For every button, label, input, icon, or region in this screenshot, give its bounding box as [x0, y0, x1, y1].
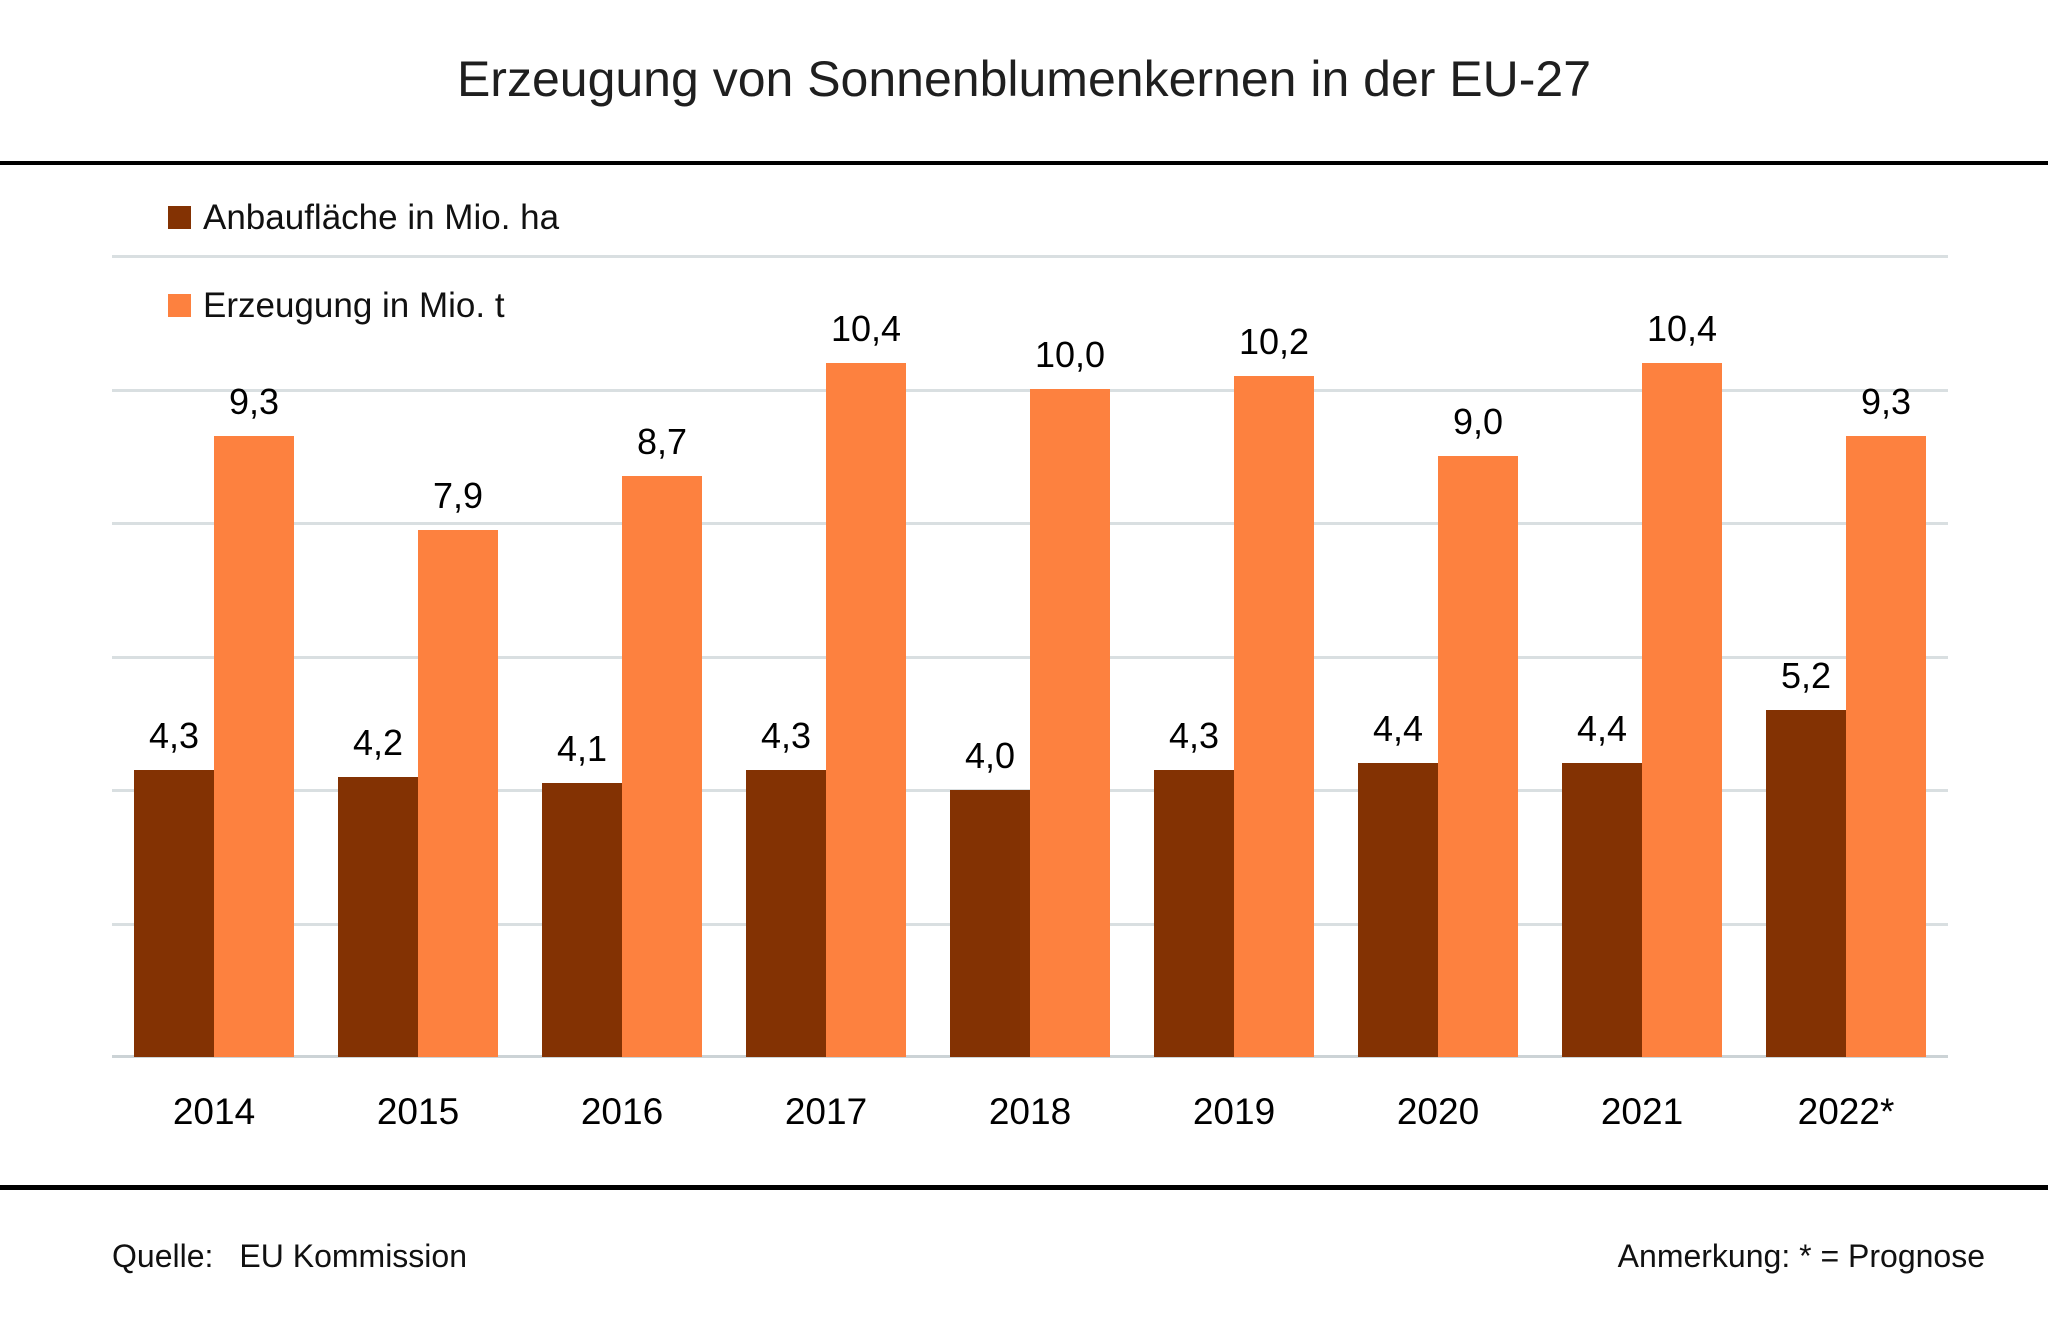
value-label-erzeugung-2017: 10,4 — [830, 308, 902, 349]
value-label-anbauflaeche-2016: 4,1 — [556, 728, 608, 769]
x-axis-label-2018: 2018 — [988, 1091, 1072, 1132]
legend-label-anbauflaeche: Anbaufläche in Mio. ha — [203, 198, 560, 237]
bar-group-2016: 4,1 8,7 — [520, 256, 724, 1057]
bar-anbauflaeche-2014: 4,3 — [134, 718, 214, 1057]
value-label-erzeugung-2019: 10,2 — [1238, 321, 1310, 362]
value-label-erzeugung-2022: 9,3 — [1860, 381, 1912, 422]
bar-group-2014: 4,3 9,3 — [112, 256, 316, 1057]
value-label-erzeugung-2018: 10,0 — [1034, 334, 1106, 375]
bar-group-2018: 4,0 10,0 — [928, 256, 1132, 1057]
legend-swatch-erzeugung — [168, 294, 191, 317]
bar-anbauflaeche-2017: 4,3 — [746, 718, 826, 1057]
value-label-anbauflaeche-2020: 4,4 — [1372, 708, 1424, 749]
value-label-anbauflaeche-2022: 5,2 — [1780, 655, 1832, 696]
bar-erzeugung-2015: 7,9 — [418, 478, 498, 1057]
bar-erzeugung-2019: 10,2 — [1234, 324, 1314, 1057]
value-label-erzeugung-2020: 9,0 — [1452, 401, 1504, 442]
source-label: Quelle: — [112, 1238, 214, 1274]
bar-erzeugung-2016: 8,7 — [622, 424, 702, 1057]
value-label-anbauflaeche-2019: 4,3 — [1168, 715, 1220, 756]
bar-group-2017: 4,3 10,4 — [724, 256, 928, 1057]
legend-swatch-anbauflaeche — [168, 206, 191, 229]
gridline-12 — [112, 255, 1948, 258]
bar-erzeugung-2017: 10,4 — [826, 311, 906, 1057]
x-axis-label-2017: 2017 — [784, 1091, 868, 1132]
legend-item-erzeugung: Erzeugung in Mio. t — [168, 288, 505, 323]
bars-container: 4,3 9,3 4,2 7,9 4,1 8,7 4,3 10,4 4,0 10,0 4,3 10,2 4… — [112, 256, 1948, 1057]
bar-erzeugung-2018: 10,0 — [1030, 337, 1110, 1057]
bar-anbauflaeche-2022: 5,2 — [1766, 658, 1846, 1057]
chart-title: Erzeugung von Sonnenblumenkernen in der … — [456, 51, 1592, 107]
value-label-anbauflaeche-2021: 4,4 — [1576, 708, 1628, 749]
bar-anbauflaeche-2020: 4,4 — [1358, 711, 1438, 1057]
value-label-erzeugung-2015: 7,9 — [432, 475, 484, 516]
annotation-note: Anmerkung: * = Prognose — [1617, 1238, 1985, 1274]
bar-erzeugung-2021: 10,4 — [1642, 311, 1722, 1057]
bar-group-2015: 4,2 7,9 — [316, 256, 520, 1057]
bottom-divider-line — [0, 1185, 2048, 1190]
bar-anbauflaeche-2016: 4,1 — [542, 731, 622, 1057]
bar-group-2022: 5,2 9,3 — [1744, 256, 1948, 1057]
legend-item-anbauflaeche: Anbaufläche in Mio. ha — [168, 200, 559, 235]
bar-erzeugung-2020: 9,0 — [1438, 404, 1518, 1057]
x-axis-label-2020: 2020 — [1396, 1091, 1480, 1132]
bar-anbauflaeche-2018: 4,0 — [950, 738, 1030, 1057]
source-note: Quelle: EU Kommission — [112, 1238, 467, 1275]
bar-group-2021: 4,4 10,4 — [1540, 256, 1744, 1057]
legend-label-erzeugung: Erzeugung in Mio. t — [203, 286, 505, 325]
source-value: EU Kommission — [239, 1238, 467, 1274]
bar-anbauflaeche-2021: 4,4 — [1562, 711, 1642, 1057]
plot-area: 4,3 9,3 4,2 7,9 4,1 8,7 4,3 10,4 4,0 10,0 4,3 10,2 4… — [112, 255, 1948, 1058]
bar-group-2020: 4,4 9,0 — [1336, 256, 1540, 1057]
x-axis-label-2022: 2022* — [1797, 1091, 1895, 1132]
value-label-erzeugung-2016: 8,7 — [636, 421, 688, 462]
x-axis-label-2014: 2014 — [172, 1091, 256, 1132]
top-divider-line — [0, 161, 2048, 165]
x-axis-label-2016: 2016 — [580, 1091, 664, 1132]
bar-group-2019: 4,3 10,2 — [1132, 256, 1336, 1057]
bar-erzeugung-2022: 9,3 — [1846, 384, 1926, 1057]
x-axis-label-2021: 2021 — [1600, 1091, 1684, 1132]
x-axis-labels: 2014 2015 2016 2017 2018 2019 2020 2021 2022* — [112, 1091, 1948, 1133]
value-label-erzeugung-2021: 10,4 — [1646, 308, 1718, 349]
x-axis-label-2019: 2019 — [1192, 1091, 1276, 1132]
bar-anbauflaeche-2019: 4,3 — [1154, 718, 1234, 1057]
value-label-erzeugung-2014: 9,3 — [228, 381, 280, 422]
value-label-anbauflaeche-2018: 4,0 — [964, 735, 1016, 776]
value-label-anbauflaeche-2017: 4,3 — [760, 715, 812, 756]
bar-anbauflaeche-2015: 4,2 — [338, 725, 418, 1057]
value-label-anbauflaeche-2015: 4,2 — [352, 722, 404, 763]
bar-erzeugung-2014: 9,3 — [214, 384, 294, 1057]
value-label-anbauflaeche-2014: 4,3 — [148, 715, 200, 756]
x-axis-label-2015: 2015 — [376, 1091, 460, 1132]
